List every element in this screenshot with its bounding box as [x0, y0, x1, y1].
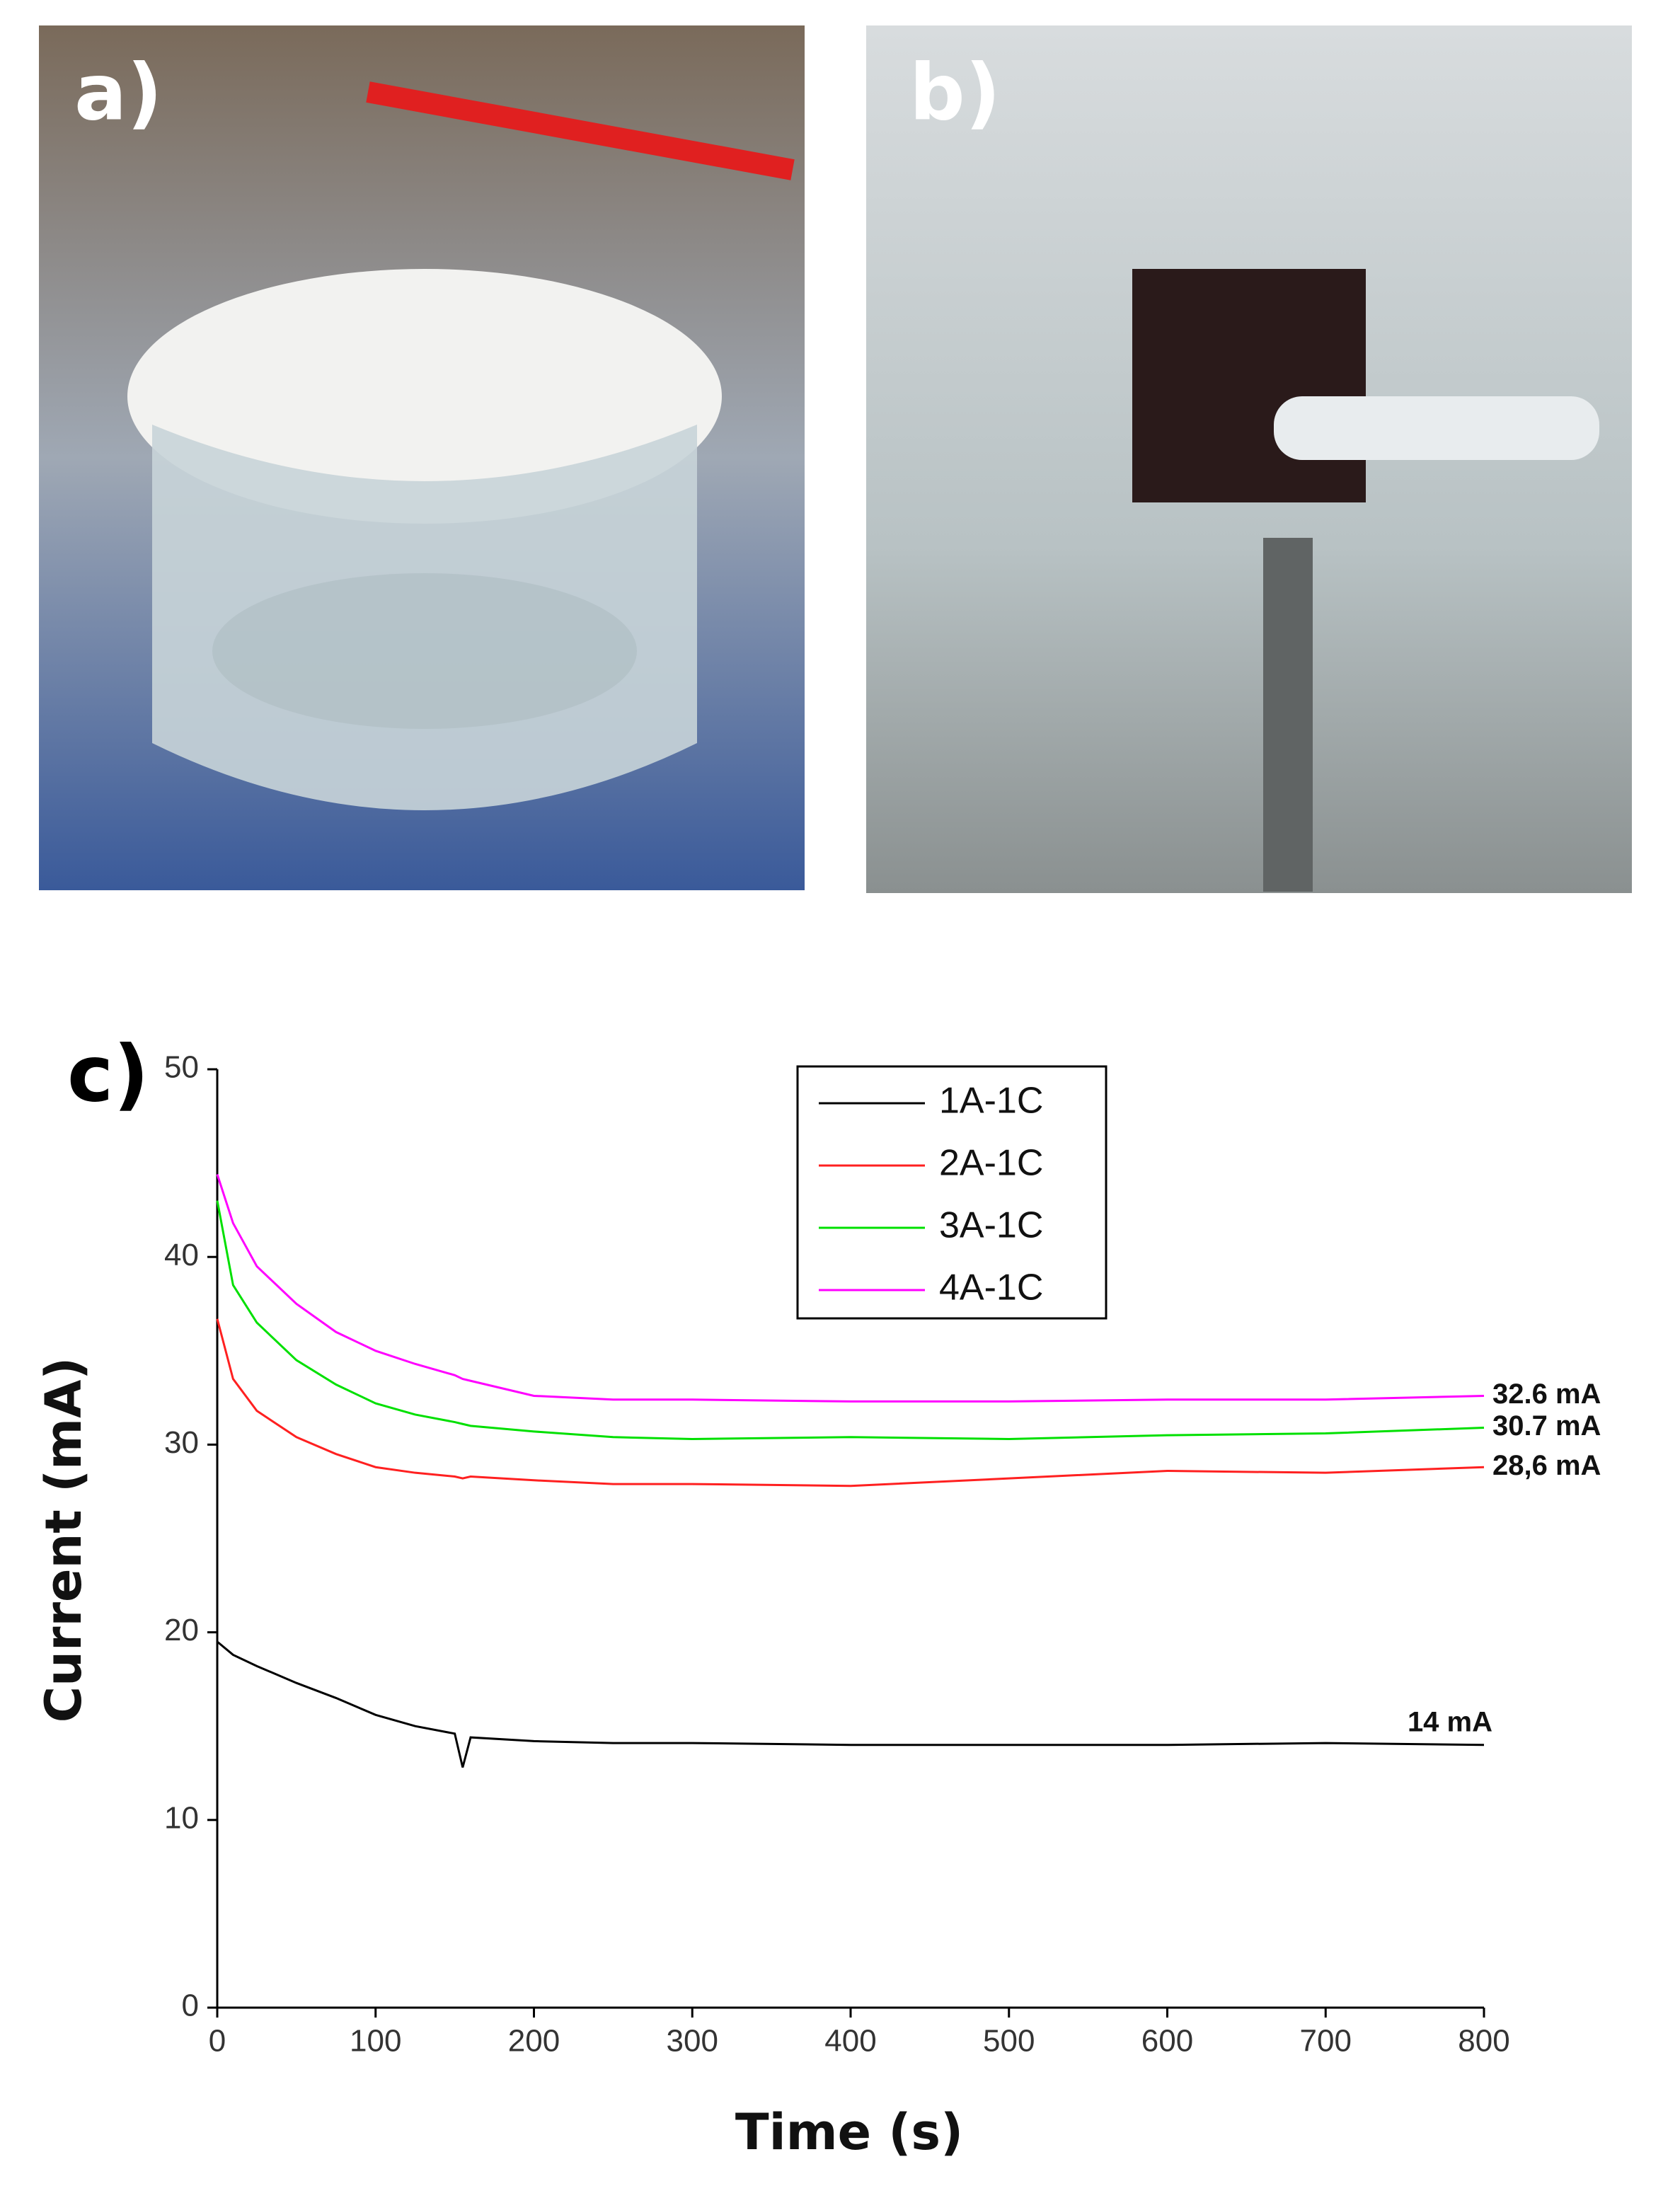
panel-label: a): [74, 47, 163, 137]
x-tick-label: 100: [350, 2024, 401, 2059]
legend-label: 3A-1C: [939, 1205, 1043, 1246]
x-tick-label: 800: [1458, 2024, 1509, 2059]
y-tick-label: 0: [182, 1989, 199, 2023]
end-label: 30.7 mA: [1492, 1410, 1601, 1442]
legend-label: 4A-1C: [939, 1267, 1043, 1308]
y-tick-label: 10: [164, 1800, 199, 1835]
x-tick-label: 500: [983, 2024, 1035, 2059]
end-label: 14 mA: [1408, 1706, 1492, 1737]
x-tick-label: 200: [508, 2024, 560, 2059]
legend-label: 1A-1C: [939, 1081, 1043, 1122]
series-line: [216, 1200, 1485, 1440]
panel-label: c): [67, 1028, 149, 1119]
legend-box: [796, 1065, 1107, 1320]
y-tick-label: 40: [164, 1238, 199, 1272]
photo-b: [866, 25, 1632, 893]
panel-label: b): [909, 47, 1001, 137]
x-axis-title: Time (s): [735, 2103, 963, 2161]
x-tick-label: 400: [824, 2024, 876, 2059]
x-tick-label: 0: [209, 2024, 226, 2059]
series-line: [217, 1640, 1485, 1768]
photo-a: [39, 25, 805, 890]
y-tick-label: 20: [164, 1613, 199, 1647]
end-label: 28,6 mA: [1492, 1450, 1601, 1481]
series-line: [216, 1174, 1485, 1403]
x-tick-label: 600: [1141, 2024, 1193, 2059]
series-line: [216, 1318, 1485, 1488]
y-tick-label: 30: [164, 1425, 199, 1460]
x-tick-label: 700: [1300, 2024, 1352, 2059]
legend-label: 2A-1C: [939, 1143, 1043, 1184]
end-label: 32.6 mA: [1492, 1379, 1601, 1410]
y-axis-title: Current (mA): [35, 1357, 93, 1723]
x-tick-label: 300: [667, 2024, 718, 2059]
y-tick-label: 50: [164, 1050, 199, 1085]
